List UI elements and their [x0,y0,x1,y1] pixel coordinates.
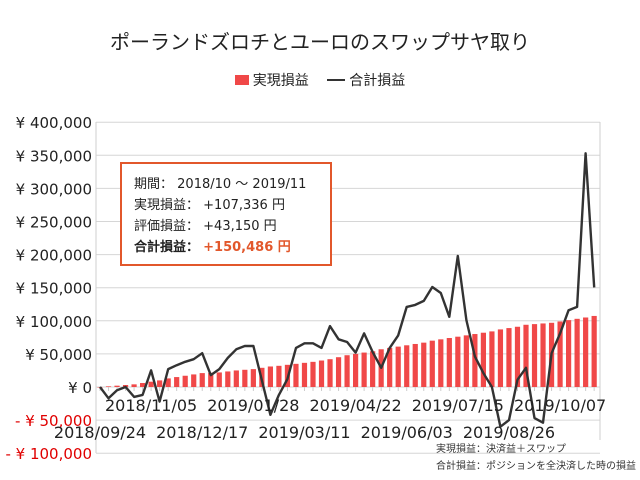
period-row: 期間： 2018/10 ～ 2019/11 [134,174,330,195]
bar [463,335,469,387]
summary-box: 期間： 2018/10 ～ 2019/11 実現損益： +107,336 円 評… [120,162,332,266]
bar [446,338,452,387]
bar [191,374,197,387]
bar [506,328,512,387]
y-tick-label: ¥ 250,000 [16,214,92,232]
y-tick-label: ¥ 350,000 [16,147,92,165]
x-tick-label: 2019/01/28 [207,396,299,415]
bar [531,324,538,387]
period-value: 2018/10 ～ 2019/11 [177,177,307,192]
legend-swatch-line [327,79,346,81]
bar [293,363,299,387]
bar [472,334,478,387]
bar [574,318,580,387]
legend-swatch-bar [234,75,249,85]
x-tick-label: 2019/07/15 [412,396,504,415]
x-tick-label: 2018/09/24 [54,423,146,442]
unrealized-value: +43,150 円 [203,219,277,234]
total-label: 合計損益： [134,240,200,255]
bar [310,361,316,387]
bar [344,355,350,387]
bar [208,372,214,387]
bar [301,362,308,387]
bar [157,380,163,387]
x-tick-label: 2019/08/26 [463,423,555,442]
bar [370,351,376,387]
bar [318,360,325,387]
unrealized-label: 評価損益： [134,219,200,234]
bar [174,377,180,387]
bar [242,369,248,387]
bar [429,340,435,387]
y-tick-label: ¥ 200,000 [16,247,92,265]
x-tick-label: 2019/03/11 [258,423,350,442]
legend: 実現損益 合計損益 [0,70,640,90]
y-tick-label: - ¥ 50,000 [15,412,92,430]
bar [140,383,146,387]
y-tick-label: ¥ 50,000 [25,346,92,364]
bar [267,366,273,387]
bar [276,365,282,387]
bar [165,378,171,387]
realized-label: 実現損益： [134,198,200,213]
bar [455,336,461,387]
total-row: 合計損益： +150,486 円 [134,237,330,258]
bar [497,329,504,387]
realized-value: +107,336 円 [203,198,285,213]
unrealized-row: 評価損益： +43,150 円 [134,216,330,237]
bar [182,375,188,387]
bar [421,342,427,387]
y-tick-label: ¥ 300,000 [16,180,92,198]
bar [480,332,486,387]
bar [583,317,589,387]
x-tick-label: 2018/11/05 [105,396,197,415]
bar [148,381,154,387]
bar [327,359,333,387]
bar [412,343,418,387]
realized-row: 実現損益： +107,336 円 [134,195,330,216]
chart-title: ポーランドズロチとユーロのスワップサヤ取り [110,30,530,54]
bar [591,315,597,387]
y-tick-label: ¥ 400,000 [16,114,92,132]
bar [438,339,444,387]
bar [335,357,342,387]
bar [395,346,401,387]
bar [250,369,256,387]
bar [489,331,495,387]
bar [514,326,521,387]
bar [404,345,410,387]
x-tick-label: 2019/06/03 [361,423,453,442]
total-value: +150,486 円 [203,240,291,255]
legend-label-realized: 実現損益 [252,73,309,89]
bar [105,386,112,387]
bar [233,370,239,387]
legend-label-total: 合計損益 [349,73,406,89]
y-tick-label: ¥ 0 [68,379,92,397]
bar [387,347,393,387]
bar [361,352,367,387]
bar [566,320,572,387]
y-tick-label: ¥ 150,000 [16,280,92,298]
footnote-total: 合計損益：ポジションを全決済した時の損益 [436,461,636,472]
bar [131,384,137,387]
y-tick-label: ¥ 100,000 [16,313,92,331]
bar [114,385,120,387]
x-tick-label: 2018/12/17 [156,423,248,442]
bar [540,323,546,387]
footnote-realized: 実現損益：決済益＋スワップ [436,444,566,455]
bar [557,321,563,387]
x-tick-label: 2019/04/22 [309,396,401,415]
bar [523,324,529,387]
bar [353,353,359,387]
y-tick-label: - ¥ 100,000 [5,445,92,463]
bar [225,371,231,387]
period-label: 期間： [134,177,174,192]
bar [199,373,205,387]
bar [216,372,222,387]
x-tick-label: 2019/10/07 [514,396,606,415]
